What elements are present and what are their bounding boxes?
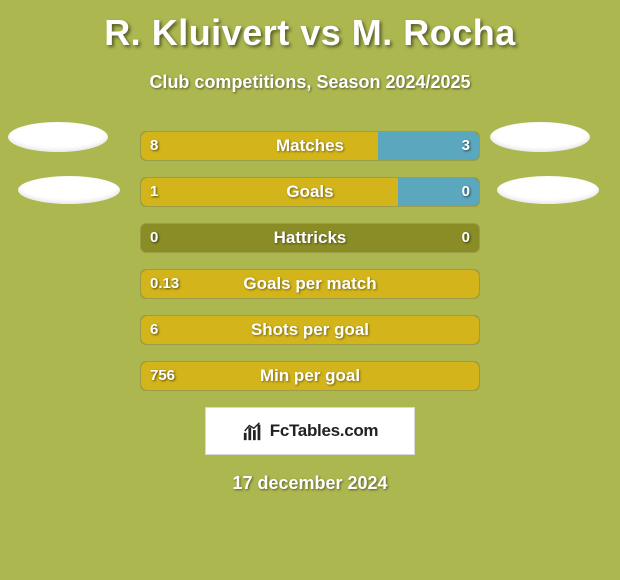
source-badge: FcTables.com xyxy=(205,407,415,455)
ellipse-bl xyxy=(18,176,120,204)
ellipse-br xyxy=(497,176,599,204)
comparison-bars: Matches83Goals10Hattricks00Goals per mat… xyxy=(0,131,620,391)
stat-row: Goals per match0.13 xyxy=(0,269,620,299)
bar-left-fill xyxy=(141,316,479,344)
ellipse-tr xyxy=(490,122,590,152)
bar-left-fill xyxy=(141,362,479,390)
stat-row: Hattricks00 xyxy=(0,223,620,253)
bar-left-fill xyxy=(141,132,378,160)
bar-right-fill xyxy=(378,132,479,160)
stat-row: Shots per goal6 xyxy=(0,315,620,345)
bar-track xyxy=(140,177,480,207)
bar-track xyxy=(140,223,480,253)
stat-row: Min per goal756 xyxy=(0,361,620,391)
bar-track xyxy=(140,315,480,345)
bar-right-fill xyxy=(398,178,479,206)
bars-icon xyxy=(242,420,264,442)
bar-track xyxy=(140,269,480,299)
bar-track xyxy=(140,131,480,161)
date-line: 17 december 2024 xyxy=(0,473,620,494)
badge-text: FcTables.com xyxy=(270,421,379,441)
bar-left-fill xyxy=(141,178,398,206)
bar-left-fill xyxy=(141,270,479,298)
page-subtitle: Club competitions, Season 2024/2025 xyxy=(0,72,620,93)
page-title: R. Kluivert vs M. Rocha xyxy=(0,0,620,54)
bar-track xyxy=(140,361,480,391)
ellipse-tl xyxy=(8,122,108,152)
